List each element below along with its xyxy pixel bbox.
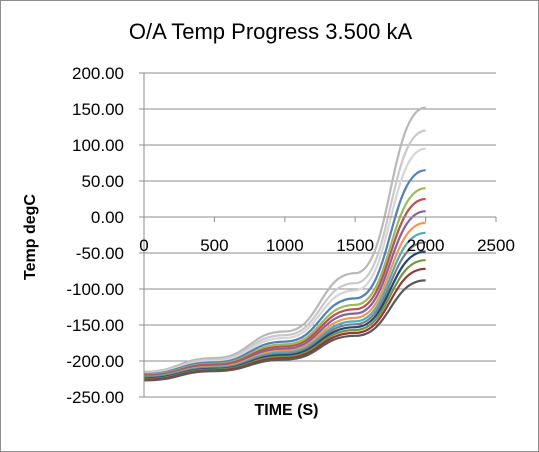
x-tick-label: 0 [139, 236, 148, 255]
y-tick-labels: 200.00 150.00 100.00 50.00 0.00 -50.00 -100.00… [66, 64, 124, 407]
series-line [143, 279, 426, 382]
y-tick-label: 150.00 [72, 100, 124, 119]
series-line [143, 147, 426, 375]
series-line [143, 106, 426, 373]
y-tick-label: 200.00 [72, 64, 124, 83]
x-tick-label: 2500 [477, 236, 515, 255]
axes [139, 72, 497, 398]
y-tick-label: 100.00 [72, 136, 124, 155]
y-tick-label: 50.00 [81, 172, 124, 191]
y-tick-label: 0.00 [91, 208, 124, 227]
y-tick-label: -100.00 [66, 280, 124, 299]
x-tick-label: 1500 [336, 236, 374, 255]
x-tick-labels: 0 500 1000 1500 2000 2500 [139, 236, 515, 255]
chart-title: O/A Temp Progress 3.500 kA [128, 19, 413, 44]
x-tick-label: 2000 [407, 236, 445, 255]
x-tick-label: 500 [200, 236, 228, 255]
y-tick-label: -50.00 [76, 244, 124, 263]
x-axis-label: TIME (S) [254, 402, 319, 419]
y-tick-label: -150.00 [66, 316, 124, 335]
series-line [143, 169, 426, 376]
y-tick-label: -250.00 [66, 388, 124, 407]
series-line [143, 197, 426, 377]
x-tick-label: 1000 [266, 236, 304, 255]
y-tick-label: -200.00 [66, 352, 124, 371]
